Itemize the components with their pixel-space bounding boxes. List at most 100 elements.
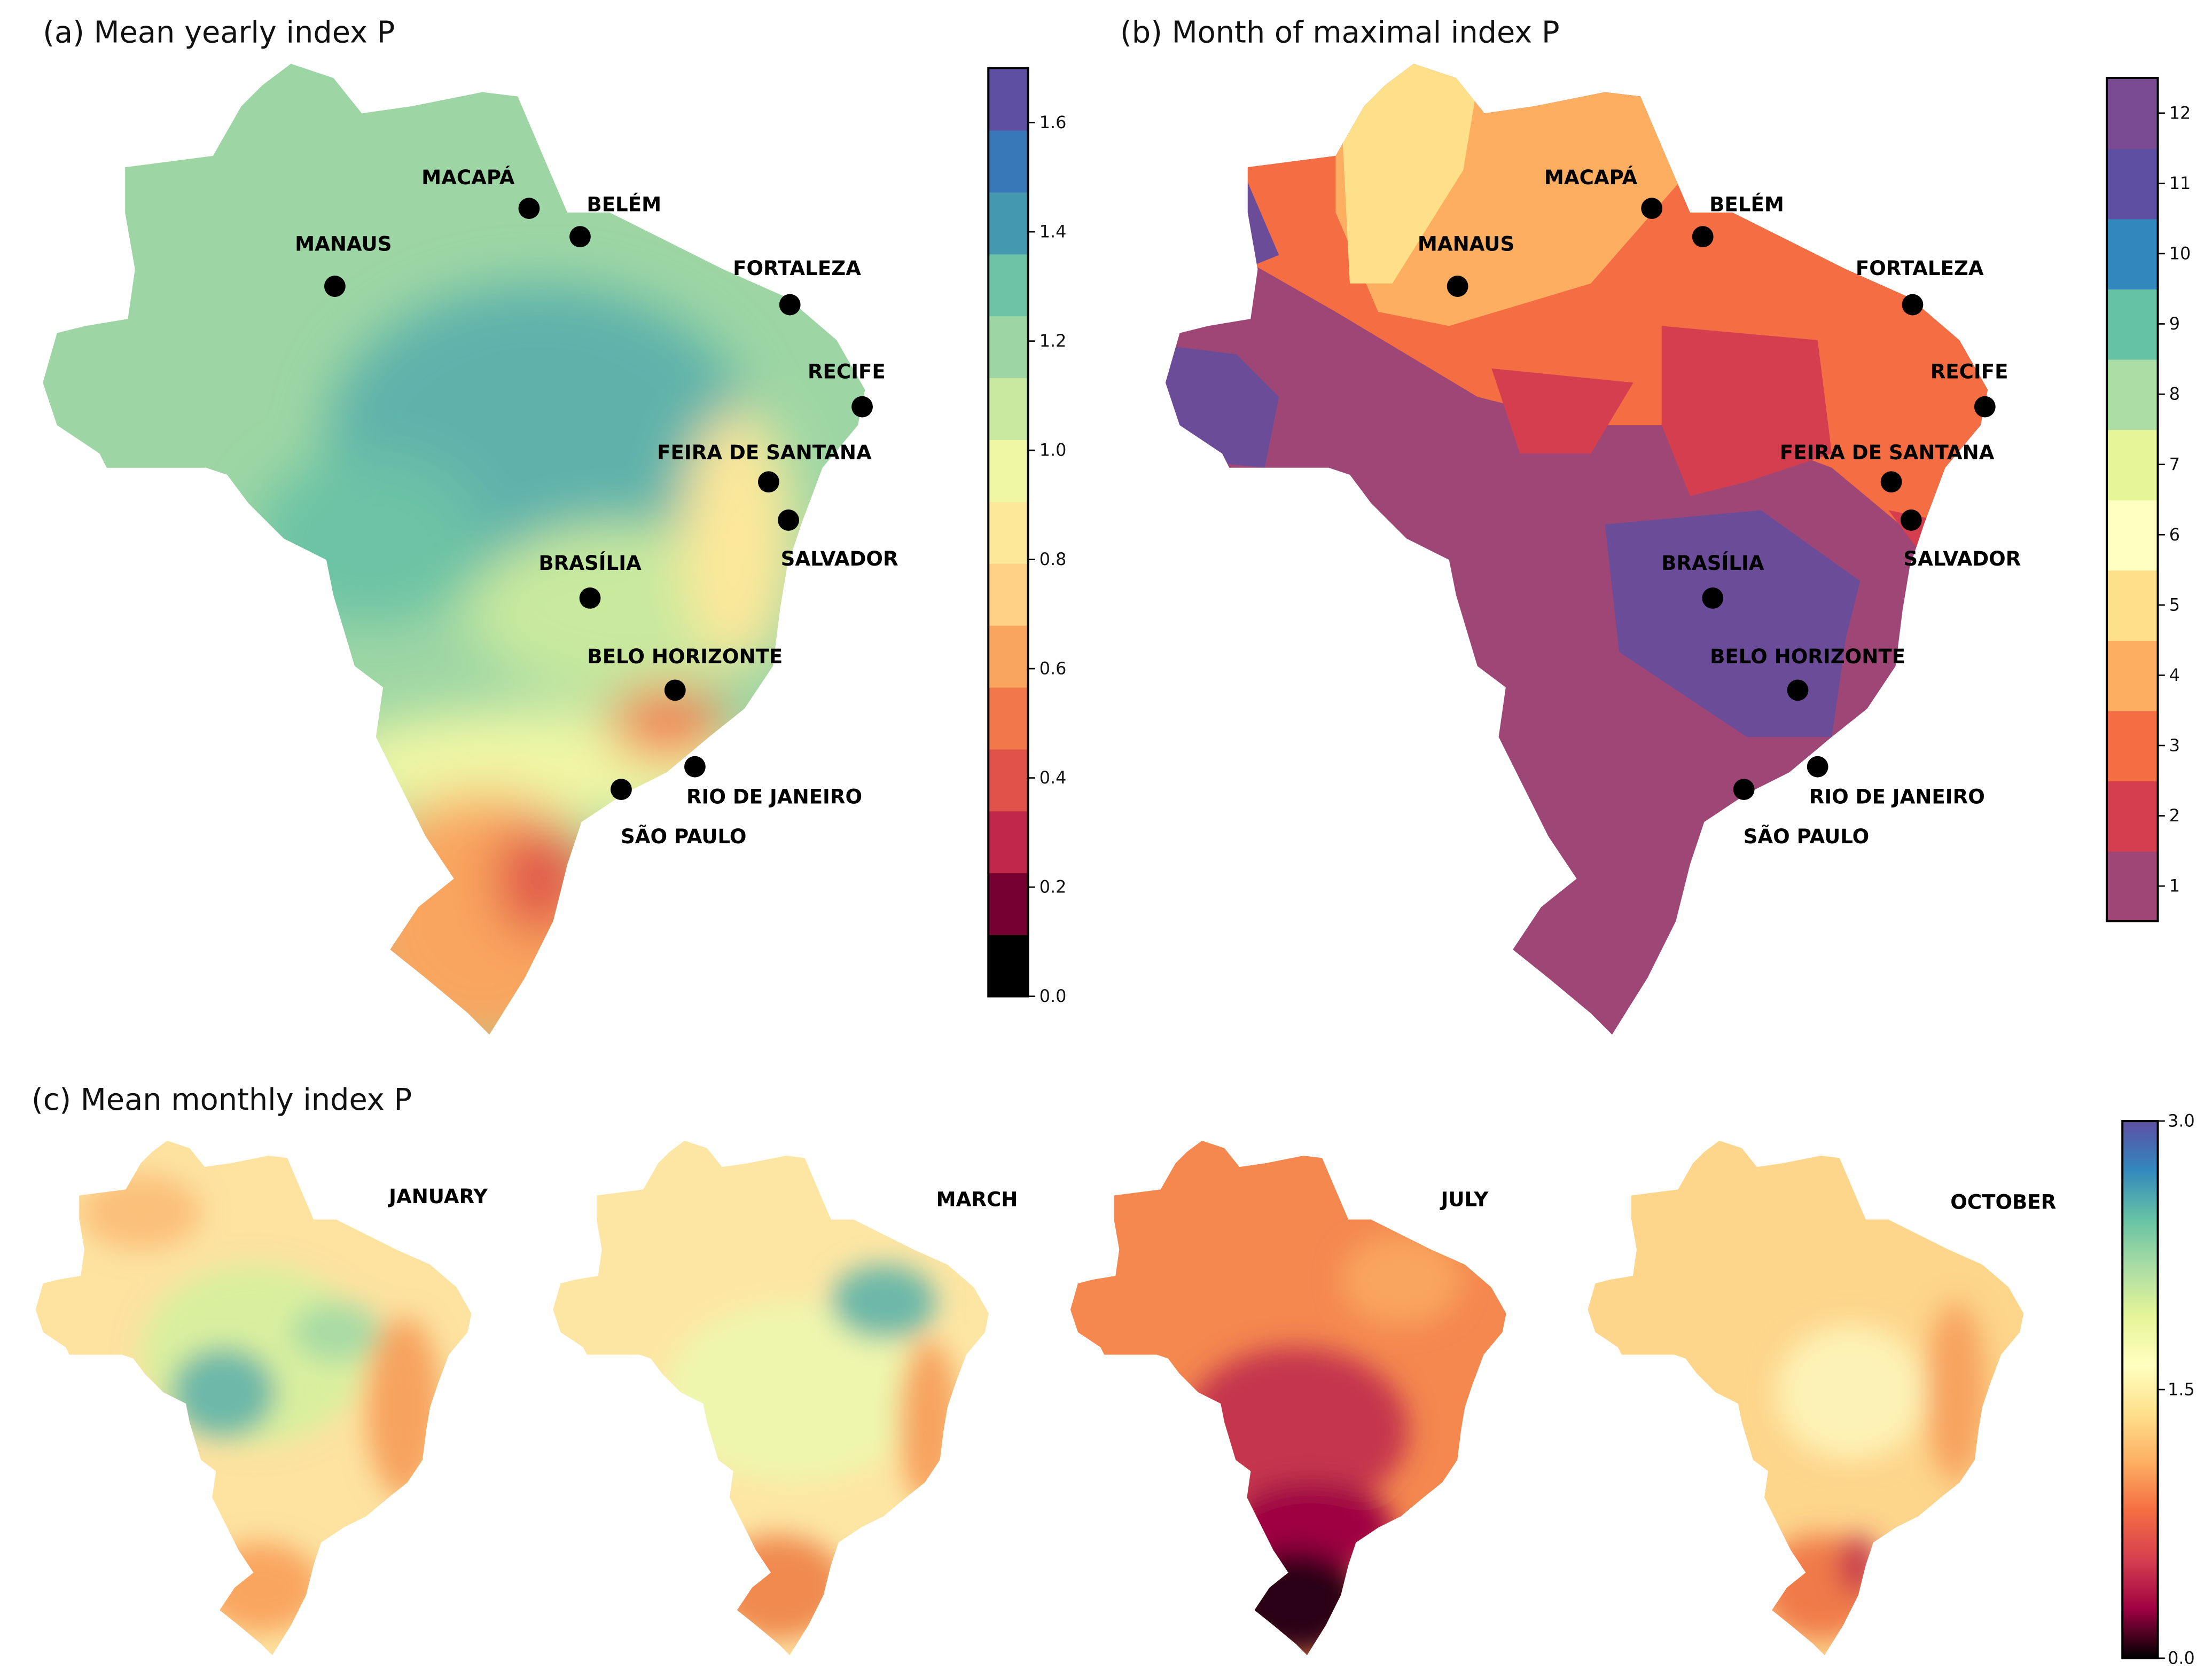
colorbar-b-band (2107, 499, 2158, 571)
city-label-fortaleza: FORTALEZA (1856, 257, 1984, 280)
city-marker-recife (851, 396, 873, 418)
city-marker-rio-de-janeiro (1807, 756, 1828, 778)
colorbar-a-tick-label: 1.6 (1039, 112, 1067, 132)
colorbar-b-tick-label: 10 (2169, 244, 2191, 264)
colorbar-a-band (988, 130, 1028, 193)
city-marker-fortaleza (779, 294, 801, 316)
month-label-october: OCTOBER (1950, 1191, 2056, 1214)
city-label-recife: RECIFE (1930, 360, 2008, 383)
colorbar-a-band (988, 315, 1028, 379)
colorbar-a-band (988, 934, 1028, 997)
city-label-salvador: SALVADOR (781, 547, 898, 570)
city-label-rio-de-janeiro: RIO DE JANEIRO (686, 786, 862, 809)
panel-a-title: (a) Mean yearly index P (43, 15, 395, 50)
map-month-of-max (1165, 64, 1988, 1035)
city-label-macapa: MACAPÁ (421, 166, 515, 189)
city-label-macapa: MACAPÁ (1544, 166, 1638, 189)
colorbar-a-band (988, 68, 1028, 131)
colorbar-b-band (2107, 429, 2158, 500)
colorbar-b-band (2107, 148, 2158, 219)
city-marker-belem (1692, 226, 1714, 248)
colorbar-a-band (988, 377, 1028, 440)
colorbar-a-band (988, 563, 1028, 626)
month-label-january: JANUARY (387, 1185, 488, 1208)
city-marker-salvador (1900, 509, 1922, 531)
colorbar-b-tick-label: 7 (2169, 454, 2180, 474)
city-label-salvador: SALVADOR (1903, 547, 2021, 570)
city-label-rio-de-janeiro: RIO DE JANEIRO (1809, 786, 1985, 809)
city-marker-feira-de-santana (1880, 471, 1902, 493)
colorbar-a-tick-label: 0.4 (1039, 767, 1067, 788)
city-markers-a: MACAPÁ BELÉM MANAUS FORTALEZA RECIFE FEIRA DE… (295, 166, 898, 848)
panel-a: (a) Mean yearly index P MACAPÁ BELÉM MANAU… (43, 15, 1067, 1035)
colorbar-b-tick-label: 4 (2169, 665, 2180, 685)
city-marker-recife (1974, 396, 1996, 418)
colorbar-a-tick-label: 1.4 (1039, 222, 1067, 242)
colorbar-a-band (988, 192, 1028, 255)
colorbar-a-tick-label: 1.0 (1039, 440, 1067, 460)
colorbar-b-band (2107, 359, 2158, 430)
panel-c-title: (c) Mean monthly index P (32, 1083, 412, 1117)
month-label-july: JULY (1440, 1188, 1489, 1211)
colorbar-b-band (2107, 288, 2158, 360)
city-marker-manaus (324, 276, 346, 297)
city-marker-salvador (778, 509, 799, 531)
colorbar-b-tick-label: 11 (2169, 173, 2191, 193)
city-label-belem: BELÉM (587, 192, 661, 216)
colorbar-a-tick-label: 0.0 (1039, 986, 1067, 1006)
colorbar-b-band (2107, 780, 2158, 852)
colorbar-a-band (988, 872, 1028, 936)
city-label-manaus: MANAUS (295, 233, 392, 256)
map-july (1070, 1140, 1506, 1656)
colorbar-a-band (988, 687, 1028, 750)
city-label-manaus: MANAUS (1418, 233, 1514, 256)
colorbar-b-tick-label: 3 (2169, 735, 2180, 756)
colorbar-b-tick-label: 8 (2169, 384, 2180, 404)
city-label-sao-paulo: SÃO PAULO (1744, 825, 1869, 848)
city-marker-belo-horizonte (1787, 679, 1809, 701)
city-label-brasilia: BRASÍLIA (1661, 551, 1764, 575)
city-label-brasilia: BRASÍLIA (538, 551, 642, 575)
colorbar-c-gradient (2121, 1120, 2159, 1659)
city-label-recife: RECIFE (808, 360, 886, 383)
city-marker-macapa (1641, 198, 1663, 219)
colorbar-a-tick-label: 0.6 (1039, 658, 1067, 679)
colorbar-b-band (2107, 640, 2158, 711)
city-marker-brasilia (1702, 587, 1724, 609)
city-label-feira-de-santana: FEIRA DE SANTANA (657, 441, 872, 464)
city-label-belem: BELÉM (1709, 192, 1784, 216)
city-marker-sao-paulo (611, 779, 632, 801)
colorbar-b-band (2107, 851, 2158, 922)
city-marker-feira-de-santana (758, 471, 779, 493)
colorbar-c: 0.0 1.5 3.0 (2121, 1111, 2195, 1668)
colorbar-b-band (2107, 218, 2158, 290)
city-markers-b: MACAPÁ BELÉM MANAUS FORTALEZA RECIFE FEIRA DE… (1418, 166, 2021, 848)
city-marker-sao-paulo (1733, 779, 1755, 801)
colorbar-a-band (988, 625, 1028, 688)
colorbar-b-band (2107, 77, 2158, 149)
city-label-belo-horizonte: BELO HORIZONTE (1710, 645, 1905, 668)
colorbar-b-tick-label: 9 (2169, 313, 2180, 334)
colorbar-b-tick-label: 2 (2169, 805, 2180, 826)
colorbar-b-band (2107, 710, 2158, 782)
city-label-fortaleza: FORTALEZA (733, 257, 861, 280)
colorbar-a-band (988, 810, 1028, 874)
colorbar-a-band (988, 501, 1028, 564)
city-marker-fortaleza (1902, 294, 1924, 316)
colorbar-a-band (988, 254, 1028, 317)
panel-b-title: (b) Month of maximal index P (1120, 15, 1560, 50)
colorbar-b-tick-label: 12 (2169, 103, 2191, 123)
colorbar-c-tick-label: 1.5 (2168, 1379, 2195, 1400)
colorbar-a-band (988, 439, 1028, 502)
city-label-feira-de-santana: FEIRA DE SANTANA (1780, 441, 1995, 464)
map-mean-yearly (43, 64, 865, 1035)
colorbar-b-tick-label: 5 (2169, 594, 2180, 615)
colorbar-a-tick-label: 0.2 (1039, 877, 1067, 897)
month-label-march: MARCH (936, 1188, 1018, 1211)
city-marker-belo-horizonte (664, 679, 686, 701)
colorbar-a-band (988, 749, 1028, 812)
colorbar-c-tick-label: 0.0 (2168, 1648, 2195, 1668)
colorbar-b-frame (2106, 76, 2159, 922)
